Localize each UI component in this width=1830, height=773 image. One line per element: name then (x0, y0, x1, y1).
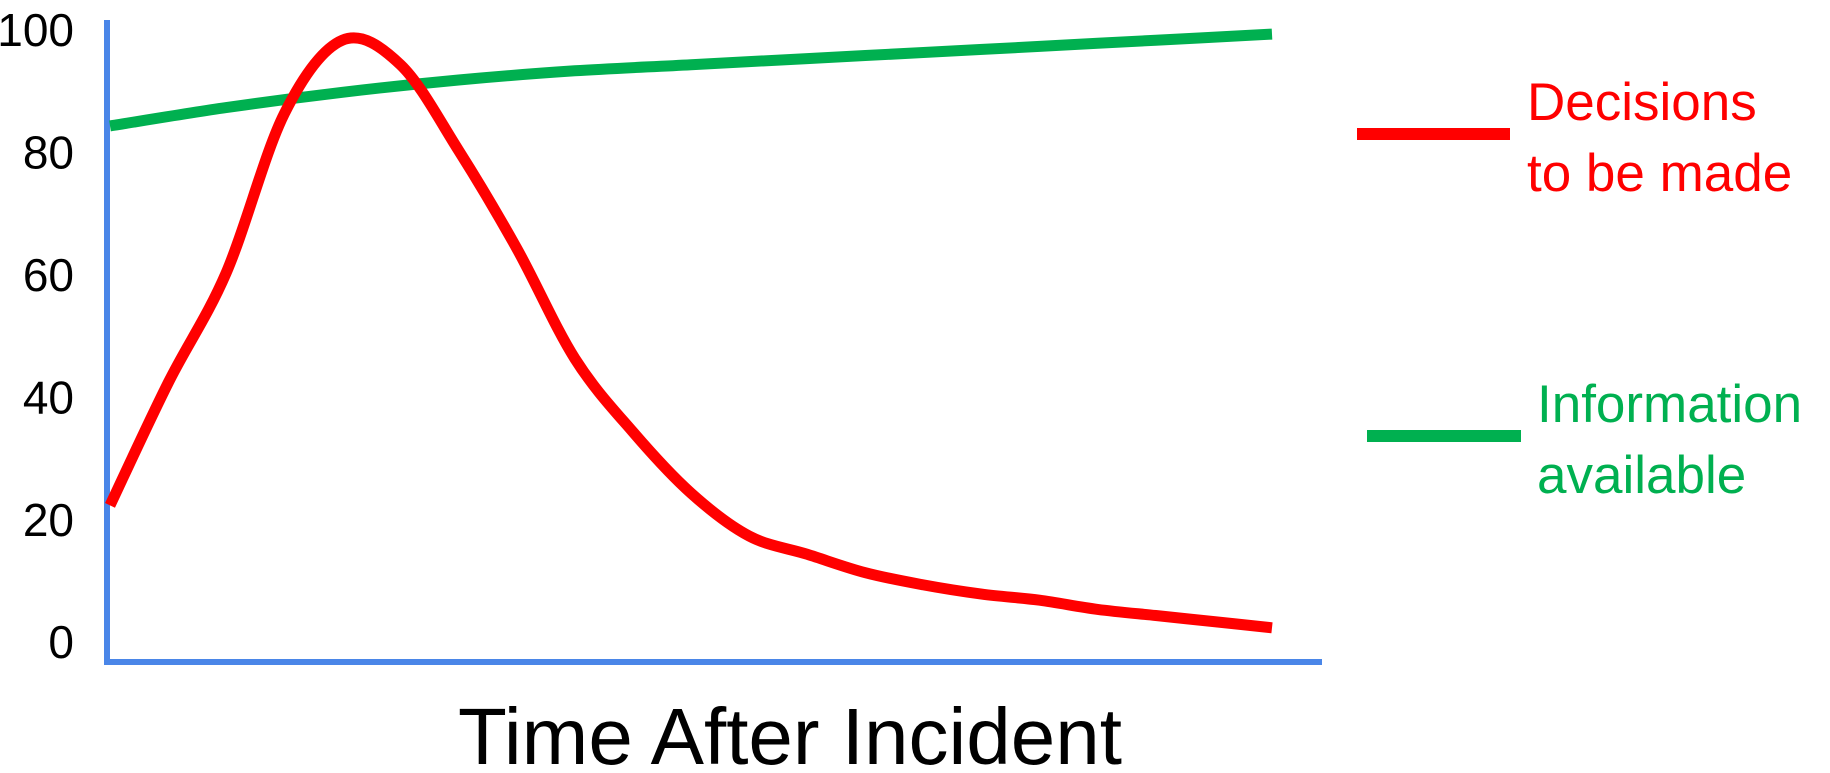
legend-label: to be made (1527, 144, 1792, 203)
legend-item: Decisions to be made (1357, 73, 1792, 203)
series-line-information (109, 28, 1273, 132)
y-tick-label: 100 (0, 4, 74, 56)
chart-axes (104, 20, 1322, 665)
x-axis-title: Time After Incident (458, 692, 1122, 773)
y-tick-label: 60 (23, 249, 74, 301)
y-tick-label: 20 (23, 494, 74, 546)
chart-legend: Decisions to be made Information available (1357, 73, 1802, 505)
chart-series (105, 28, 1273, 634)
y-tick-label: 80 (23, 127, 74, 179)
legend-label: Information (1537, 375, 1802, 434)
legend-label: available (1537, 446, 1746, 505)
legend-item: Information available (1367, 375, 1802, 505)
series-line-decisions (105, 32, 1273, 634)
y-tick-label: 40 (23, 371, 74, 423)
legend-label: Decisions (1527, 73, 1757, 132)
y-axis-tick-labels: 0 20 40 60 80 100 (0, 4, 74, 668)
y-tick-label: 0 (48, 616, 74, 668)
